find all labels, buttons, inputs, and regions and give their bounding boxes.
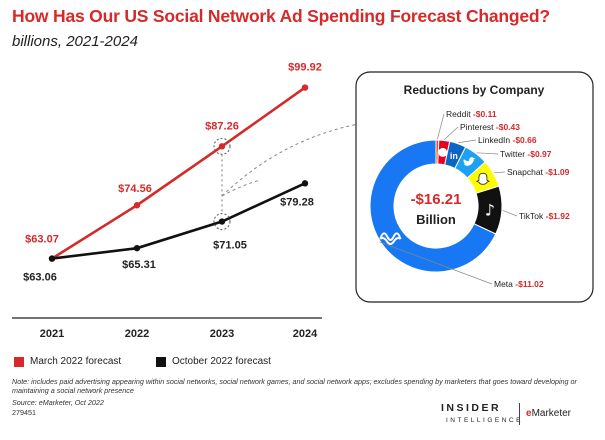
x-tick-label-2024: 2024 [293,328,318,340]
legend-october: October 2022 forecast [156,356,271,367]
company-name: Meta [494,279,515,289]
slice-meta [369,139,497,273]
x-tick-label-2022: 2022 [125,328,149,340]
series-1-label-2023: $71.05 [213,240,247,252]
x-tick-label-2023: 2023 [210,328,234,340]
series-0-label-2022: $74.56 [118,183,152,195]
callout-line-meta [379,241,493,285]
legend-label-march: March 2022 forecast [30,356,122,367]
series-1-point-2022 [133,244,141,252]
legend-swatch-october [156,356,166,367]
chart-id: 279451 [12,408,36,417]
brand-divider [519,403,520,425]
series-0-label-2023: $87.26 [205,120,239,132]
meta-icon [379,232,402,245]
legend-march: March 2022 forecast [14,356,121,367]
line-chart: 2021 2022 2023 2024 $63.07 $74.56 $87.26 $99.92… [12,62,322,340]
company-reduction: -$0.43 [496,122,520,132]
snapchat-icon [476,172,490,185]
donut-title: Reductions by Company [404,83,545,97]
callout-label-meta: Meta -$11.02 [494,279,544,289]
company-reduction: -$0.66 [513,135,537,145]
series-0-label-2024: $99.92 [288,62,322,74]
series-0-label-2021: $63.07 [25,234,59,246]
callout-line-snapchat [494,171,506,174]
intelligence-logo: INTELLIGENCE [446,417,523,424]
company-name: TikTok [519,211,546,221]
callout-label-linkedin: LinkedIn -$0.66 [478,135,537,145]
company-reduction: -$0.11 [473,109,497,119]
emarketer-logo: eMarketer [526,408,572,419]
callout-line-pinterest [444,126,459,140]
series-1-point-2024 [301,180,309,187]
callout-label-pinterest: Pinterest -$0.43 [460,122,520,132]
tiktok-icon: ♪ [485,201,495,220]
company-name: Reddit [446,109,473,119]
callout-label-reddit: Reddit -$0.11 [446,109,497,119]
company-name: Snapchat [507,167,545,177]
series-1-label-2024: $79.28 [280,196,314,208]
connector-line-upper [221,123,359,197]
donut-center-unit: Billion [416,212,456,227]
series-1-point-2021 [48,255,56,262]
series-0-point-2023 [218,143,226,150]
callout-line-twitter [476,152,499,155]
series-0-point-2024 [301,84,309,91]
x-tick-label-2021: 2021 [40,328,64,340]
company-reduction: -$11.02 [515,279,544,289]
company-name: Pinterest [460,122,496,132]
callout-line-tiktok [502,210,518,217]
company-reduction: -$1.09 [545,167,569,177]
connector-line-lower [221,179,261,197]
series-line-0 [51,86,306,260]
legend-label-october: October 2022 forecast [172,356,271,367]
linkedin-icon: in [450,151,458,161]
company-reduction: -$0.97 [527,149,551,159]
company-name: LinkedIn [478,135,513,145]
series-0-point-2022 [133,202,141,209]
callout-label-snapchat: Snapchat -$1.09 [507,167,570,177]
source: Source: eMarketer, Oct 2022 [12,398,104,407]
connector [213,123,359,231]
series-1-label-2021: $63.06 [23,272,57,284]
insider-logo: INSIDER [441,402,502,414]
series-1-point-2023 [218,218,226,225]
pinterest-icon [438,147,448,157]
company-name: Twitter [500,149,527,159]
series-1-label-2022: $65.31 [122,259,156,271]
twitter-icon [463,157,476,166]
callout-line-reddit [437,113,445,140]
chart-subtitle: billions, 2021-2024 [12,33,138,50]
callout-label-tiktok: TikTok -$1.92 [519,211,570,221]
series-line-1 [51,182,306,260]
chart-title: How Has Our US Social Network Ad Spendin… [12,6,550,26]
footnote: Note: includes paid advertising appearin… [12,377,577,395]
highlight-circle-october-2023 [213,213,231,231]
company-reduction: -$1.92 [546,211,570,221]
legend-swatch-march [14,356,24,367]
donut-panel: Reductions by Company in ♪ -$16.21 Billion Re… [355,71,594,303]
donut-center-value: -$16.21 [411,191,462,208]
callout-label-twitter: Twitter -$0.97 [500,149,552,159]
callout-line-linkedin [458,139,477,144]
